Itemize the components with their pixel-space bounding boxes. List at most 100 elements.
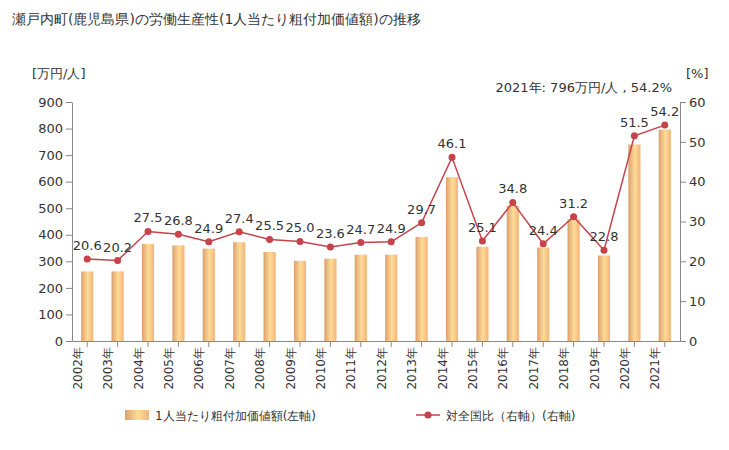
x-tick-mark (87, 341, 88, 347)
x-tick: 2012年 (375, 341, 391, 390)
x-tick-mark (117, 341, 118, 347)
bar (598, 255, 610, 341)
marker (631, 132, 638, 139)
y-tick-label: 0 (55, 334, 63, 349)
y-tick-label: 200 (38, 281, 63, 296)
x-tick: 2009年 (284, 341, 300, 390)
bar (294, 261, 306, 341)
x-tick-label: 2013年 (405, 347, 419, 390)
marker (84, 255, 91, 262)
bar (172, 245, 184, 341)
marker (145, 228, 152, 235)
y-tick: 100 (38, 307, 72, 322)
y2-tick-mark (680, 182, 686, 183)
data-label: 54.2 (650, 104, 679, 119)
y-tick: 300 (38, 254, 72, 269)
x-tick-label: 2010年 (314, 347, 328, 390)
bar-series (81, 130, 671, 341)
y-tick: 700 (38, 148, 72, 163)
axis-line (73, 341, 681, 342)
y-tick-mark (66, 235, 72, 236)
data-label: 31.2 (559, 196, 588, 211)
y2-axis: 0102030405060 (680, 95, 706, 349)
x-tick-label: 2015年 (466, 347, 480, 390)
bar (233, 242, 245, 341)
y-axis-title: [万円/人] (32, 66, 86, 81)
y-tick-label: 400 (38, 227, 63, 242)
y-tick-label: 900 (38, 95, 63, 110)
x-tick: 2006年 (192, 341, 208, 390)
x-tick: 2020年 (618, 341, 634, 390)
y2-tick-mark (680, 222, 686, 223)
x-tick-label: 2003年 (101, 347, 115, 390)
x-tick-mark (300, 341, 301, 347)
marker (236, 228, 243, 235)
marker (114, 257, 121, 264)
x-tick-label: 2019年 (588, 347, 602, 390)
bar (81, 271, 93, 341)
marker (479, 238, 486, 245)
y-tick-mark (66, 261, 72, 262)
data-label: 27.4 (225, 211, 254, 226)
marker (205, 238, 212, 245)
y-tick-label: 300 (38, 254, 63, 269)
legend-marker (425, 412, 432, 419)
marker (449, 154, 456, 161)
bar (507, 206, 519, 341)
x-tick-label: 2017年 (527, 347, 541, 390)
bar (628, 144, 640, 341)
y-axis: 0100200300400500600700800900 (38, 95, 72, 349)
x-tick-label: 2008年 (253, 347, 267, 390)
x-tick: 2015年 (466, 341, 482, 390)
data-label: 23.6 (316, 226, 345, 241)
x-tick-label: 2018年 (557, 347, 571, 390)
line (87, 125, 665, 260)
legend-item: 対全国比（右軸）(右軸) (416, 409, 575, 423)
bar (112, 271, 124, 341)
x-tick-mark (604, 341, 605, 347)
marker (388, 238, 395, 245)
data-label: 26.8 (164, 213, 193, 228)
bar (355, 255, 367, 341)
bar (537, 248, 549, 341)
y-tick-mark (66, 102, 72, 103)
bar (416, 237, 428, 341)
y2-tick-mark (680, 301, 686, 302)
marker (540, 240, 547, 247)
x-tick-label: 2007年 (223, 347, 237, 390)
bar (385, 255, 397, 341)
y-tick-label: 800 (38, 121, 63, 136)
x-tick: 2008年 (253, 341, 269, 390)
legend-swatch (125, 410, 149, 420)
x-tick: 2016年 (496, 341, 512, 390)
data-label: 24.9 (194, 221, 223, 236)
data-label: 34.8 (498, 181, 527, 196)
x-tick: 2002年 (71, 341, 87, 390)
y-tick-label: 100 (38, 307, 63, 322)
title: 瀬戸内町(鹿児島県)の労働生産性(1人当たり粗付加価値額)の推移 (12, 11, 421, 27)
legend-label: 1人当たり粗付加価値額(左軸) (155, 409, 316, 423)
plot: 0100200300400500600700800900010203040506… (38, 95, 705, 390)
y-tick: 800 (38, 121, 72, 136)
x-tick: 2011年 (344, 341, 360, 390)
y-tick-label: 500 (38, 201, 63, 216)
y2-tick: 0 (680, 334, 697, 349)
marker (418, 219, 425, 226)
y-tick: 900 (38, 95, 72, 110)
y2-tick: 10 (680, 294, 706, 309)
data-label: 51.5 (620, 115, 649, 130)
x-tick-label: 2014年 (436, 347, 450, 390)
x-tick-mark (664, 341, 665, 347)
data-label: 46.1 (438, 136, 467, 151)
x-tick: 2018年 (557, 341, 573, 390)
x-axis: 2002年2003年2004年2005年2006年2007年2008年2009年… (71, 341, 681, 390)
x-tick: 2005年 (162, 341, 178, 390)
marker (661, 122, 668, 129)
x-tick-label: 2020年 (618, 347, 632, 390)
y2-tick: 20 (680, 254, 706, 269)
x-tick-label: 2011年 (344, 347, 358, 390)
y-tick-mark (66, 129, 72, 130)
y2-tick-mark (680, 102, 686, 103)
bar (659, 130, 671, 341)
y2-tick-label: 20 (689, 254, 706, 269)
